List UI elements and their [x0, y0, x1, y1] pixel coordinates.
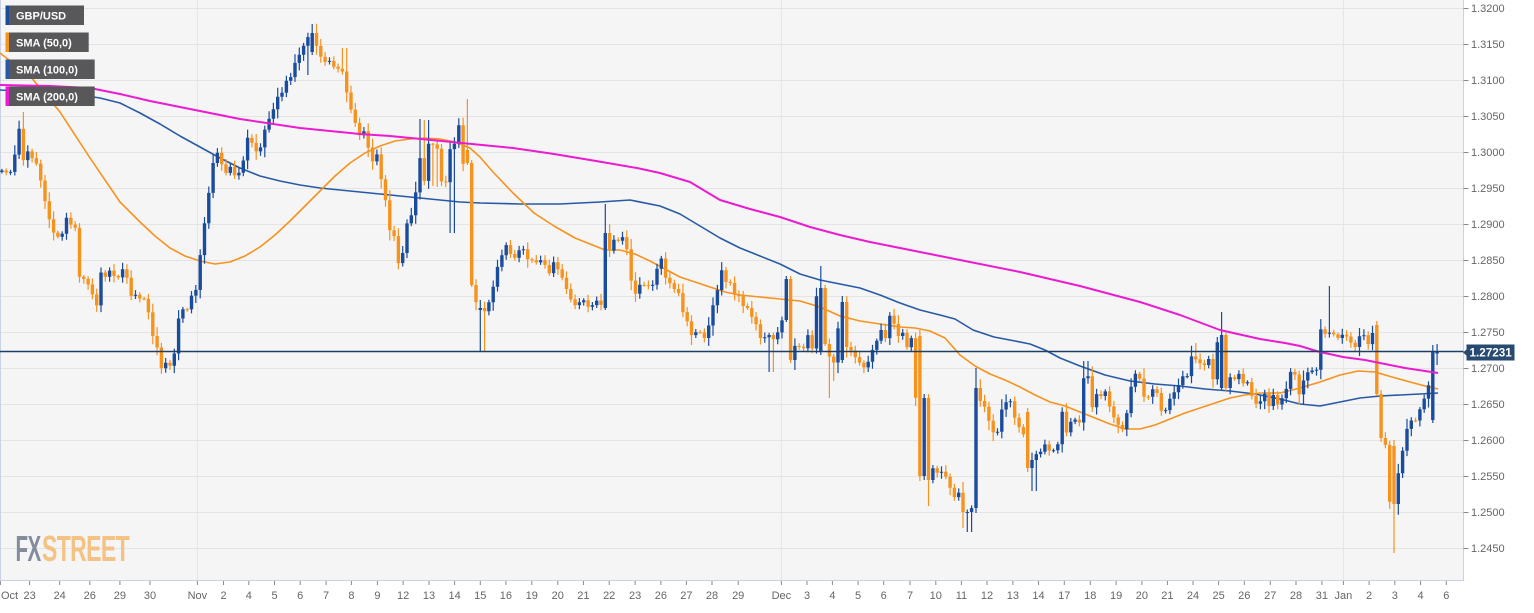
- svg-text:Oct: Oct: [1, 590, 18, 602]
- svg-text:1.3050: 1.3050: [1471, 111, 1505, 123]
- svg-text:1.2850: 1.2850: [1471, 255, 1505, 267]
- svg-text:1.2950: 1.2950: [1471, 183, 1505, 195]
- svg-text:15: 15: [474, 590, 486, 602]
- svg-text:7: 7: [907, 590, 913, 602]
- svg-text:1.3100: 1.3100: [1471, 75, 1505, 87]
- svg-text:21: 21: [577, 590, 589, 602]
- svg-text:26: 26: [84, 590, 96, 602]
- svg-text:27: 27: [1264, 590, 1276, 602]
- svg-text:1.2800: 1.2800: [1471, 291, 1505, 303]
- svg-text:10: 10: [930, 590, 942, 602]
- svg-text:1.2900: 1.2900: [1471, 219, 1505, 231]
- svg-text:4: 4: [1418, 590, 1424, 602]
- svg-text:1.2700: 1.2700: [1471, 363, 1505, 375]
- svg-text:GBP/USD: GBP/USD: [16, 11, 66, 23]
- svg-text:24: 24: [54, 590, 66, 602]
- svg-text:27: 27: [680, 590, 692, 602]
- svg-text:29: 29: [114, 590, 126, 602]
- svg-text:1.3200: 1.3200: [1471, 3, 1505, 15]
- svg-text:12: 12: [981, 590, 993, 602]
- svg-text:STREET: STREET: [42, 530, 130, 569]
- svg-text:2: 2: [220, 590, 226, 602]
- svg-text:20: 20: [1136, 590, 1148, 602]
- svg-text:6: 6: [1443, 590, 1449, 602]
- svg-text:1.2550: 1.2550: [1471, 471, 1505, 483]
- svg-text:16: 16: [500, 590, 512, 602]
- svg-text:SMA (200,0): SMA (200,0): [16, 92, 78, 104]
- svg-text:28: 28: [1290, 590, 1302, 602]
- svg-text:17: 17: [1058, 590, 1070, 602]
- svg-text:SMA (100,0): SMA (100,0): [16, 65, 78, 77]
- svg-text:3: 3: [1392, 590, 1398, 602]
- svg-text:11: 11: [956, 590, 967, 602]
- svg-text:19: 19: [526, 590, 538, 602]
- svg-text:1.2600: 1.2600: [1471, 435, 1505, 447]
- svg-text:Nov: Nov: [188, 590, 208, 602]
- svg-text:13: 13: [423, 590, 435, 602]
- svg-text:14: 14: [448, 590, 460, 602]
- svg-text:18: 18: [1084, 590, 1096, 602]
- svg-text:1.2650: 1.2650: [1471, 399, 1505, 411]
- svg-text:3: 3: [804, 590, 810, 602]
- svg-text:23: 23: [23, 590, 35, 602]
- svg-text:8: 8: [348, 590, 354, 602]
- svg-text:22: 22: [603, 590, 615, 602]
- svg-text:6: 6: [297, 590, 303, 602]
- svg-text:29: 29: [732, 590, 744, 602]
- svg-text:23: 23: [629, 590, 641, 602]
- svg-text:Dec: Dec: [772, 590, 792, 602]
- svg-text:1.3150: 1.3150: [1471, 39, 1505, 51]
- svg-text:30: 30: [144, 590, 156, 602]
- svg-text:26: 26: [1238, 590, 1250, 602]
- svg-text:7: 7: [323, 590, 329, 602]
- svg-text:1.27231: 1.27231: [1470, 347, 1513, 360]
- svg-text:14: 14: [1032, 590, 1044, 602]
- svg-text:12: 12: [397, 590, 409, 602]
- svg-text:1.2500: 1.2500: [1471, 507, 1505, 519]
- svg-text:5: 5: [271, 590, 277, 602]
- svg-text:4: 4: [829, 590, 835, 602]
- svg-text:2: 2: [1366, 590, 1372, 602]
- svg-text:6: 6: [881, 590, 887, 602]
- svg-text:Jan: Jan: [1335, 590, 1353, 602]
- svg-text:SMA (50,0): SMA (50,0): [16, 38, 72, 50]
- svg-text:9: 9: [374, 590, 380, 602]
- svg-text:20: 20: [552, 590, 564, 602]
- svg-text:31: 31: [1316, 590, 1328, 602]
- svg-text:1.2750: 1.2750: [1471, 327, 1505, 339]
- svg-text:4: 4: [246, 590, 252, 602]
- svg-text:13: 13: [1007, 590, 1019, 602]
- svg-text:1.3000: 1.3000: [1471, 147, 1505, 159]
- svg-text:5: 5: [855, 590, 861, 602]
- svg-text:24: 24: [1187, 590, 1199, 602]
- svg-text:1.2450: 1.2450: [1471, 543, 1505, 555]
- svg-text:21: 21: [1161, 590, 1173, 602]
- svg-text:28: 28: [706, 590, 718, 602]
- svg-text:25: 25: [1212, 590, 1224, 602]
- svg-text:19: 19: [1110, 590, 1122, 602]
- svg-text:26: 26: [655, 590, 667, 602]
- svg-text:FX: FX: [16, 529, 42, 570]
